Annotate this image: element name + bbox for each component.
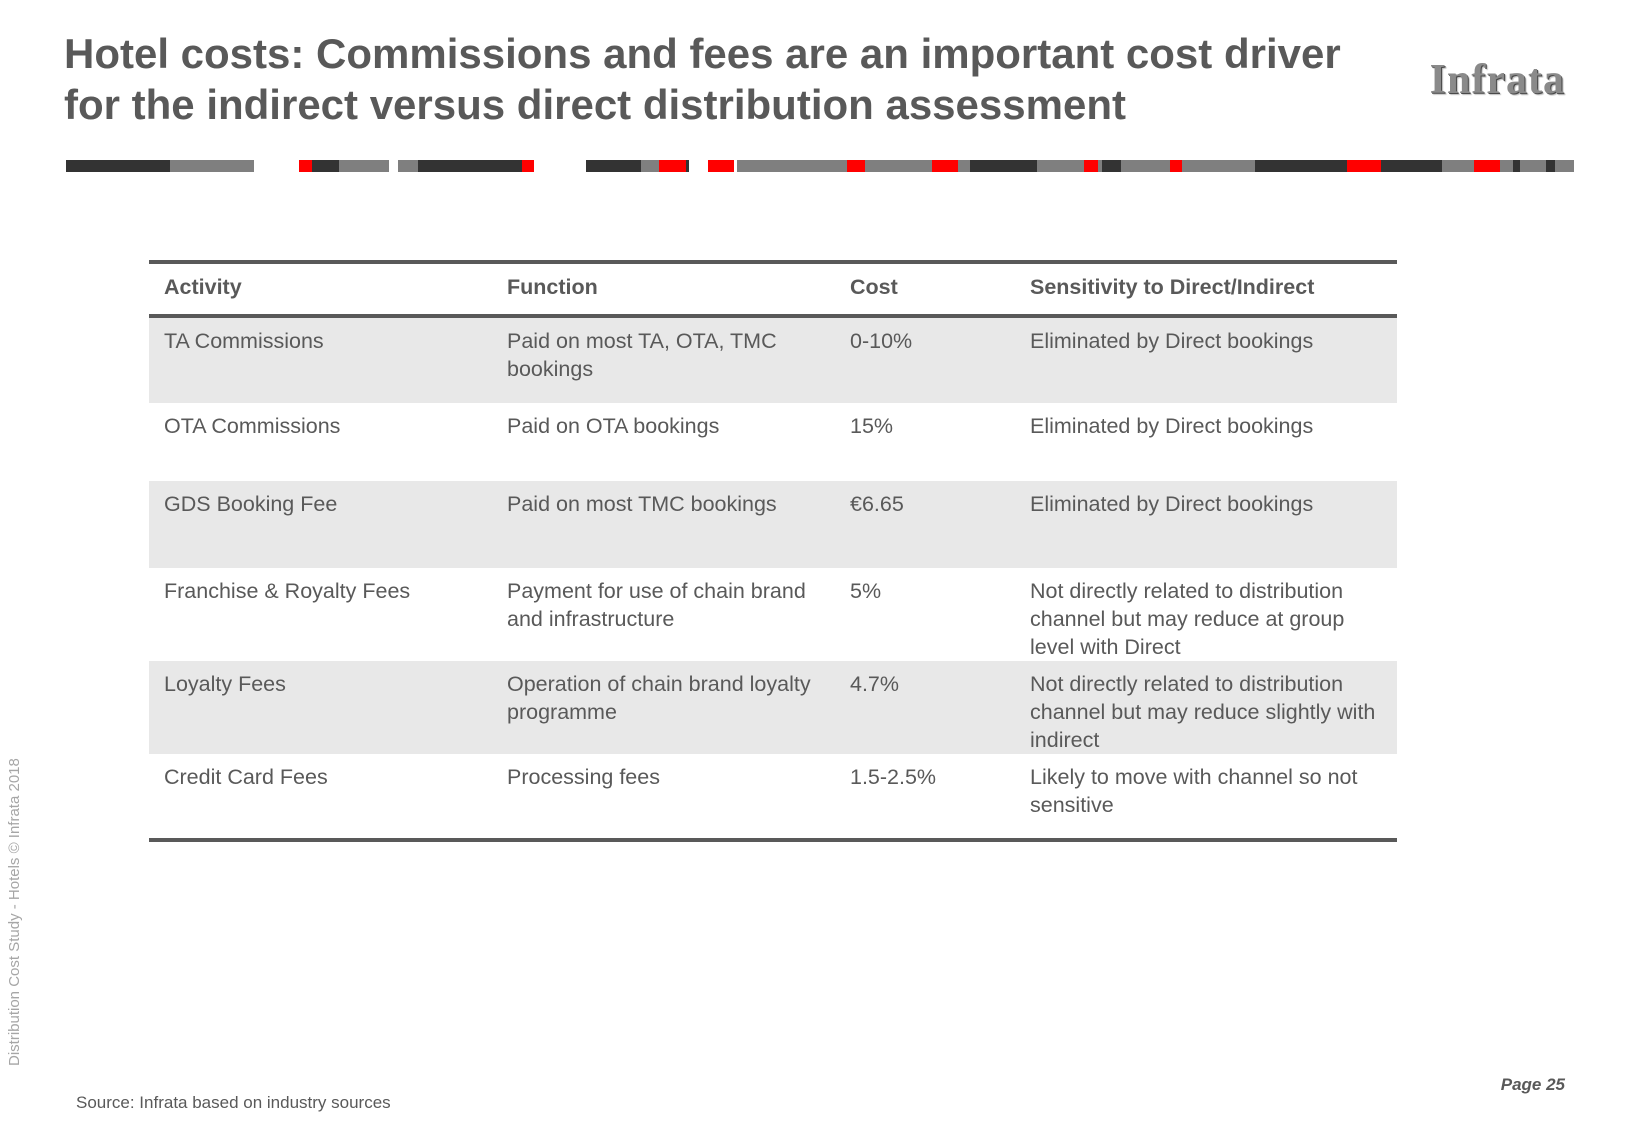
stripe-segment — [708, 160, 734, 172]
infrata-logo: Infrata — [1429, 57, 1565, 103]
table-header-row: Activity Function Cost Sensitivity to Di… — [149, 260, 1397, 318]
stripe-segment — [1555, 160, 1574, 172]
stripe-segment — [66, 160, 170, 172]
source-note: Source: Infrata based on industry source… — [76, 1093, 391, 1112]
stripe-segment — [1381, 160, 1442, 172]
page-number: Page 25 — [1500, 1075, 1565, 1094]
cost-driver-table: Activity Function Cost Sensitivity to Di… — [149, 260, 1397, 842]
table-row: Credit Card Fees Processing fees 1.5-2.5… — [149, 754, 1397, 842]
header-cost: Cost — [835, 260, 1015, 318]
stripe-segment — [299, 160, 312, 172]
stripe-segment — [522, 160, 534, 172]
stripe-segment — [339, 160, 389, 172]
table-row: Loyalty Fees Operation of chain brand lo… — [149, 661, 1397, 754]
cell-cost: 5% — [850, 579, 882, 603]
stripe-segment — [1182, 160, 1255, 172]
table-row: GDS Booking Fee Paid on most TMC booking… — [149, 481, 1397, 568]
stripe-segment — [1546, 160, 1555, 172]
stripe-segment — [1520, 160, 1546, 172]
cell-sensitivity: Not directly related to distribution cha… — [1015, 661, 1397, 754]
header-function: Function — [492, 260, 835, 318]
stripe-segment — [659, 160, 686, 172]
stripe-segment — [312, 160, 339, 172]
stripe-segment — [1098, 160, 1102, 172]
stripe-segment — [737, 160, 847, 172]
stripe-segment — [398, 160, 418, 172]
cell-sensitivity: Not directly related to distribution cha… — [1030, 579, 1345, 659]
cell-function: Paid on OTA bookings — [507, 414, 720, 438]
stripe-segment — [1102, 160, 1121, 172]
page-title: Hotel costs: Commissions and fees are an… — [64, 28, 1364, 130]
stripe-segment — [686, 160, 689, 172]
stripe-segment — [1500, 160, 1513, 172]
cell-sensitivity: Eliminated by Direct bookings — [1030, 414, 1314, 438]
cell-sensitivity: Eliminated by Direct bookings — [1015, 316, 1397, 403]
stripe-segment — [1347, 160, 1381, 172]
stripe-segment — [865, 160, 932, 172]
cell-activity: OTA Commissions — [164, 414, 341, 438]
cell-function: Processing fees — [492, 754, 835, 842]
cell-cost: 4.7% — [835, 661, 1015, 754]
table-row: Franchise & Royalty Fees Payment for use… — [149, 568, 1397, 661]
decorative-stripe-bar — [66, 160, 1574, 172]
page-title-line-1: Hotel costs: Commissions and fees are an… — [64, 30, 1341, 77]
cell-function: Payment for use of chain brand and infra… — [507, 579, 806, 631]
cell-activity: Credit Card Fees — [149, 754, 492, 842]
stripe-segment — [1474, 160, 1500, 172]
side-copyright-label: Distribution Cost Study - Hotels © Infra… — [6, 758, 23, 1066]
cell-sensitivity: Likely to move with channel so not sensi… — [1015, 754, 1397, 842]
cell-activity: TA Commissions — [149, 316, 492, 403]
cell-cost: €6.65 — [835, 481, 1015, 568]
cell-cost: 1.5-2.5% — [835, 754, 1015, 842]
stripe-segment — [641, 160, 659, 172]
cell-activity: Franchise & Royalty Fees — [164, 579, 411, 603]
cell-activity: GDS Booking Fee — [149, 481, 492, 568]
stripe-segment — [1037, 160, 1084, 172]
stripe-segment — [970, 160, 1037, 172]
stripe-segment — [418, 160, 522, 172]
stripe-segment — [932, 160, 958, 172]
stripe-segment — [1170, 160, 1182, 172]
cell-cost: 15% — [850, 414, 894, 438]
cell-cost: 0-10% — [835, 316, 1015, 403]
stripe-segment — [847, 160, 865, 172]
table-row: OTA Commissions Paid on OTA bookings 15%… — [149, 403, 1397, 481]
cell-activity: Loyalty Fees — [149, 661, 492, 754]
stripe-segment — [1255, 160, 1347, 172]
table-row: TA Commissions Paid on most TA, OTA, TMC… — [149, 316, 1397, 403]
stripe-segment — [1121, 160, 1170, 172]
stripe-segment — [1084, 160, 1098, 172]
stripe-segment — [586, 160, 641, 172]
cell-function: Paid on most TMC bookings — [492, 481, 835, 568]
stripe-segment — [1513, 160, 1520, 172]
cell-function: Operation of chain brand loyalty program… — [492, 661, 835, 754]
stripe-segment — [170, 160, 254, 172]
page-title-line-2: for the indirect versus direct distribut… — [64, 81, 1126, 128]
stripe-segment — [1442, 160, 1474, 172]
cell-function: Paid on most TA, OTA, TMC bookings — [492, 316, 835, 403]
header-activity: Activity — [149, 260, 492, 318]
stripe-segment — [958, 160, 970, 172]
cell-sensitivity: Eliminated by Direct bookings — [1015, 481, 1397, 568]
header-sensitivity: Sensitivity to Direct/Indirect — [1015, 260, 1397, 318]
